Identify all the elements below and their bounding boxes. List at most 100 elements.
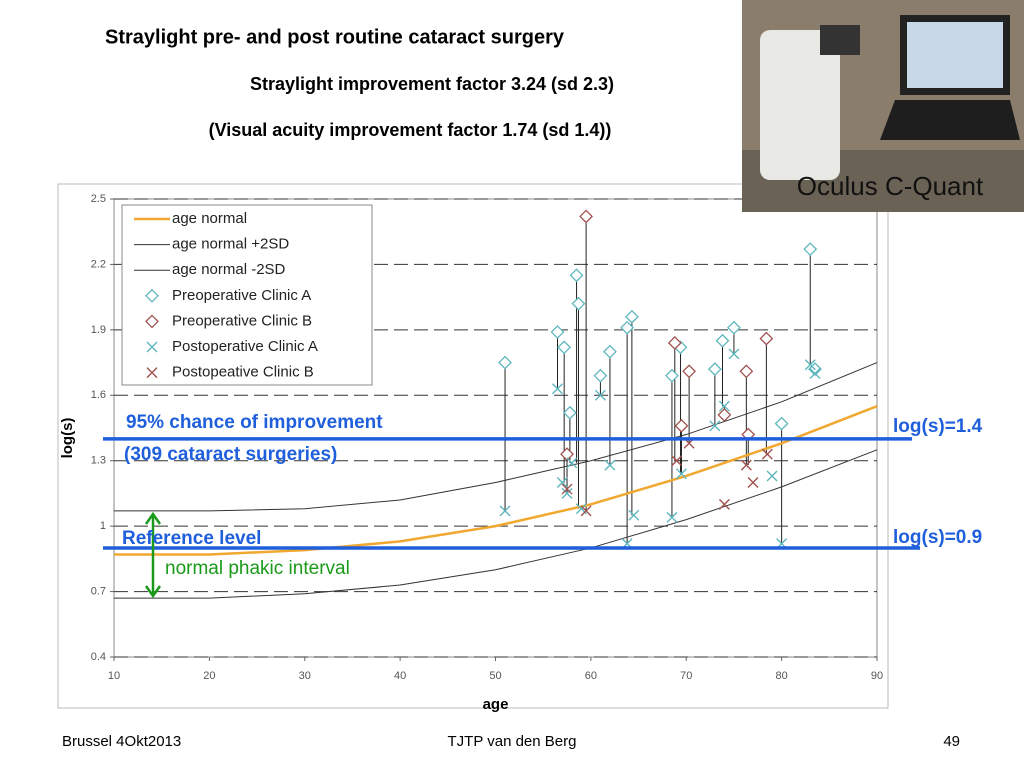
photo: Oculus C-Quant bbox=[742, 0, 1024, 212]
point bbox=[667, 336, 682, 350]
point bbox=[739, 364, 754, 379]
slide-title: Straylight pre- and post routine catarac… bbox=[105, 26, 565, 48]
point bbox=[774, 416, 789, 431]
point bbox=[759, 331, 774, 346]
point bbox=[551, 383, 563, 395]
point bbox=[665, 368, 679, 383]
point bbox=[499, 505, 511, 517]
point bbox=[740, 459, 752, 471]
point bbox=[579, 209, 594, 224]
point bbox=[628, 509, 640, 521]
point bbox=[707, 362, 722, 377]
legend-label: Postopeative Clinic B bbox=[172, 364, 314, 381]
point bbox=[604, 459, 616, 471]
point bbox=[728, 348, 740, 360]
point bbox=[556, 477, 568, 489]
y-tick-label: 1 bbox=[100, 520, 106, 532]
point bbox=[594, 389, 606, 401]
photo-caption: Oculus C-Quant bbox=[797, 171, 984, 201]
point bbox=[761, 448, 773, 460]
point bbox=[727, 320, 741, 335]
legend-label: Preoperative Clinic A bbox=[172, 287, 311, 304]
point bbox=[718, 498, 730, 510]
legend: age normal age normal +2SD age normal -2SD… bbox=[121, 204, 373, 386]
point bbox=[620, 320, 635, 335]
legend-marker bbox=[146, 367, 158, 379]
subtitle: Straylight improvement factor 3.24 (sd 2… bbox=[250, 74, 614, 94]
point bbox=[562, 405, 577, 420]
series-line bbox=[114, 362, 878, 512]
series-line bbox=[114, 405, 878, 556]
x-axis-label: age bbox=[483, 696, 509, 713]
x-tick-label: 30 bbox=[299, 670, 311, 682]
point bbox=[571, 296, 586, 311]
point bbox=[561, 487, 573, 499]
point bbox=[809, 367, 821, 379]
point bbox=[682, 364, 697, 379]
x-tick-label: 10 bbox=[108, 670, 120, 682]
legend-label: Preoperative Clinic B bbox=[172, 312, 312, 329]
chart: 0.4 0.7 1 1.3 1.6 1.9 2.2 2.5 10 20 30 40 50 60 70 80 90… bbox=[59, 193, 983, 713]
x-tick-label: 50 bbox=[489, 670, 501, 682]
point bbox=[709, 420, 721, 432]
note: (309 cataract surgeries) bbox=[124, 444, 337, 465]
footer-left: Brussel 4Okt2013 bbox=[62, 733, 181, 750]
x-tick-label: 80 bbox=[776, 670, 788, 682]
note: Reference level bbox=[122, 528, 261, 549]
point bbox=[804, 359, 816, 371]
x-tick-label: 20 bbox=[203, 670, 215, 682]
point bbox=[674, 418, 689, 433]
legend-label: age normal bbox=[172, 210, 247, 227]
y-tick-label: 0.4 bbox=[91, 651, 106, 663]
point bbox=[747, 477, 759, 489]
point bbox=[560, 447, 574, 462]
point bbox=[718, 400, 730, 412]
footer-center: TJTP van den Berg bbox=[448, 733, 577, 750]
point bbox=[666, 511, 678, 523]
phakic-arrow bbox=[144, 511, 162, 599]
y-tick-label: 2.2 bbox=[91, 258, 106, 270]
point bbox=[717, 407, 732, 422]
point bbox=[557, 340, 572, 355]
point bbox=[561, 483, 573, 495]
point bbox=[566, 457, 578, 469]
y-tick-label: 1.3 bbox=[91, 455, 106, 467]
x-tick-label: 90 bbox=[871, 670, 883, 682]
point bbox=[593, 368, 608, 383]
x-tick-label: 70 bbox=[680, 670, 692, 682]
point bbox=[603, 344, 617, 359]
legend-marker bbox=[145, 314, 159, 329]
subtitle: (Visual acuity improvement factor 1.74 (… bbox=[209, 120, 612, 140]
point bbox=[624, 309, 639, 324]
point bbox=[569, 268, 584, 283]
legend-label: age normal -2SD bbox=[172, 261, 286, 278]
point bbox=[675, 468, 687, 480]
y-tick-label: 1.6 bbox=[91, 389, 106, 401]
legend-marker bbox=[146, 341, 158, 353]
page-number: 49 bbox=[943, 733, 960, 750]
series-line bbox=[114, 449, 878, 599]
legend-marker bbox=[145, 288, 159, 303]
point bbox=[671, 455, 683, 467]
note: 95% chance of improvement bbox=[126, 412, 383, 433]
point bbox=[766, 470, 778, 482]
point bbox=[803, 242, 818, 257]
y-tick-label: 1.9 bbox=[91, 324, 106, 336]
point bbox=[550, 325, 565, 339]
legend-box bbox=[121, 204, 373, 386]
note: normal phakic interval bbox=[165, 558, 350, 579]
y-axis-label: log(s) bbox=[59, 418, 76, 459]
reference-label: log(s)=0.9 bbox=[893, 527, 982, 548]
y-tick-label: 0.7 bbox=[91, 585, 106, 597]
reference-label: log(s)=1.4 bbox=[893, 416, 983, 437]
point bbox=[580, 505, 592, 517]
point bbox=[715, 333, 730, 348]
legend-label: age normal +2SD bbox=[172, 236, 289, 253]
point bbox=[498, 355, 512, 370]
x-tick-label: 60 bbox=[585, 670, 597, 682]
x-tick-label: 40 bbox=[394, 670, 406, 682]
legend-label: Postoperative Clinic A bbox=[172, 338, 318, 355]
y-tick-label: 2.5 bbox=[91, 193, 106, 205]
